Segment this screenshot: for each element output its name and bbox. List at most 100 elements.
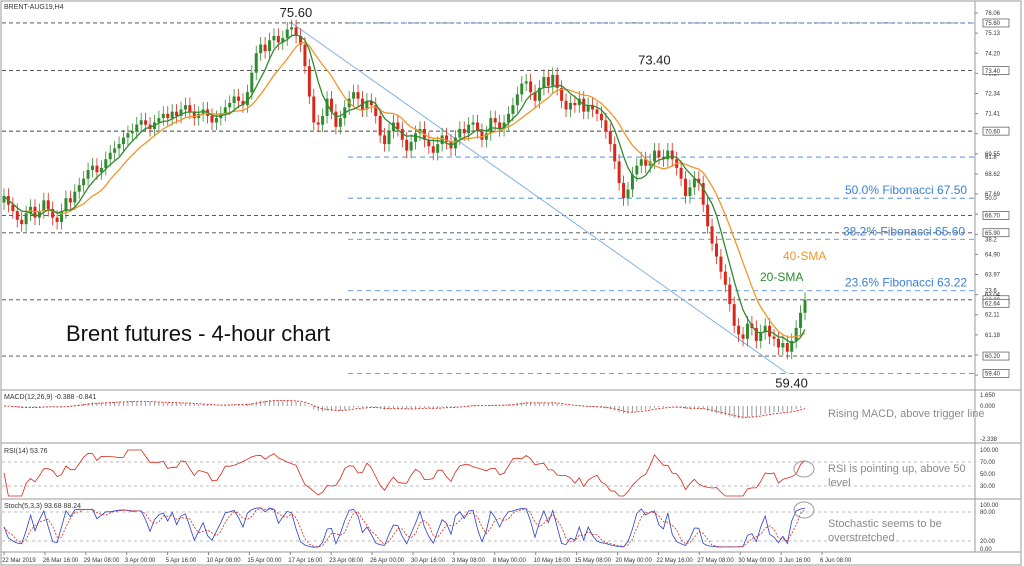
price-tick-8: 68.62 bbox=[985, 172, 1001, 178]
candle-body bbox=[166, 113, 170, 119]
candle-body bbox=[564, 100, 568, 110]
candle-body bbox=[365, 100, 369, 110]
price-tick-2: 74.20 bbox=[985, 51, 1001, 57]
candle-body bbox=[617, 161, 621, 184]
candle-body bbox=[60, 211, 64, 222]
chart-title: Brent futures - 4-hour chart bbox=[66, 321, 330, 346]
price-tag-6: 62.64 bbox=[985, 301, 1001, 307]
candle-body bbox=[551, 74, 555, 86]
candle-body bbox=[108, 152, 112, 160]
stoch-highlight-circle bbox=[793, 501, 815, 519]
candle-body bbox=[799, 312, 803, 328]
price-tick-12: 64.90 bbox=[985, 252, 1001, 258]
candle-body bbox=[276, 35, 280, 43]
candle-body bbox=[113, 148, 117, 153]
candle-body bbox=[772, 336, 776, 339]
candle-body bbox=[369, 100, 373, 106]
price-tick-9: 67.69 bbox=[985, 192, 1001, 198]
candle-body bbox=[790, 340, 794, 352]
candle-body bbox=[232, 96, 236, 103]
price-tag-7: 60.20 bbox=[985, 354, 1001, 360]
candle-body bbox=[285, 29, 289, 39]
candle-body bbox=[745, 323, 749, 339]
candle-body bbox=[732, 304, 736, 326]
candle-body bbox=[520, 83, 524, 95]
price-tag-3: 66.70 bbox=[985, 214, 1001, 220]
price-tick-1: 75.13 bbox=[985, 31, 1001, 37]
candle-body bbox=[91, 165, 95, 171]
candle-body bbox=[714, 243, 718, 257]
candle-body bbox=[537, 87, 541, 101]
candle-body bbox=[82, 178, 86, 186]
candle-body bbox=[657, 150, 661, 158]
candle-body bbox=[117, 144, 121, 149]
candle-body bbox=[445, 135, 449, 142]
stoch-label: Stoch(5,3,3) 93.68 88.24 bbox=[4, 503, 81, 510]
candle-body bbox=[77, 185, 81, 192]
candle-body bbox=[374, 105, 378, 116]
candle-body bbox=[471, 122, 475, 125]
rsi-line bbox=[3, 449, 806, 497]
candle-body bbox=[241, 100, 245, 106]
candle-body bbox=[684, 178, 688, 196]
candle-body bbox=[763, 325, 767, 333]
price-tag-1: 73.40 bbox=[985, 69, 1001, 75]
candle-body bbox=[329, 98, 333, 112]
time-tick-20: 6 Jun 08:00 bbox=[820, 558, 852, 564]
price-tag-box-8 bbox=[982, 369, 1010, 378]
candle-body bbox=[104, 159, 108, 168]
price-tick-7: 69.55 bbox=[985, 152, 1001, 158]
candle-body bbox=[170, 111, 174, 119]
sma40-line bbox=[3, 41, 806, 338]
candle-body bbox=[577, 98, 581, 106]
candle-body bbox=[188, 105, 192, 112]
time-tick-3: 3 Apr 00:00 bbox=[125, 558, 156, 564]
price-tag-box-6 bbox=[982, 298, 1010, 308]
candle-body bbox=[431, 146, 435, 153]
time-tick-19: 3 Jun 16:00 bbox=[779, 558, 811, 564]
candle-body bbox=[436, 144, 440, 153]
candle-body bbox=[661, 157, 665, 160]
candle-body bbox=[555, 74, 559, 88]
candle-body bbox=[639, 159, 643, 166]
candle-body bbox=[626, 189, 630, 199]
candles bbox=[2, 19, 807, 360]
candle-body bbox=[303, 44, 307, 67]
price-tag-box-2 bbox=[982, 126, 1010, 136]
candle-body bbox=[391, 122, 395, 132]
candle-body bbox=[268, 40, 272, 52]
time-axis-ticks: 22 Mar 2019 26 Mar 16:00 29 Mar 08:00 3 Apr… bbox=[2, 552, 852, 564]
price-tick-0: 76.06 bbox=[985, 11, 1001, 17]
candle-body bbox=[135, 124, 139, 132]
stoch-note-line-2: overstretched bbox=[828, 532, 895, 544]
macd-tick-low: -2.338 bbox=[980, 437, 998, 443]
candle-body bbox=[259, 44, 263, 54]
candle-body bbox=[68, 198, 72, 203]
price-tags: 75.6073.4070.6066.7065.9062.8062.6460.20… bbox=[982, 18, 1010, 378]
candle-body bbox=[254, 53, 258, 73]
stoch-tick-80: 80.00 bbox=[980, 510, 996, 516]
rsi-tick-30: 30.00 bbox=[980, 484, 996, 490]
candle-body bbox=[591, 105, 595, 110]
rsi-label: RSI(14) 53.76 bbox=[4, 448, 48, 455]
rsi-note-line-1: RSI is pointing up, above 50 bbox=[828, 463, 966, 475]
candle-body bbox=[653, 150, 657, 162]
candle-body bbox=[183, 105, 187, 110]
price-tag-8: 59.40 bbox=[985, 372, 1001, 378]
peak-label-high: 75.60 bbox=[280, 5, 313, 20]
candle-body bbox=[560, 87, 564, 101]
candle-body bbox=[480, 131, 484, 140]
time-tick-12: 8 May 00:00 bbox=[493, 558, 527, 564]
candle-body bbox=[51, 208, 55, 218]
candle-body bbox=[294, 27, 298, 36]
candle-body bbox=[666, 150, 670, 160]
candle-body bbox=[604, 120, 608, 132]
candle-body bbox=[493, 118, 497, 123]
price-tick-15: 62.11 bbox=[985, 313, 1000, 319]
candle-body bbox=[24, 213, 28, 225]
candle-body bbox=[622, 183, 626, 199]
candle-body bbox=[568, 103, 572, 110]
candle-body bbox=[316, 122, 320, 125]
candle-body bbox=[644, 159, 648, 166]
candle-body bbox=[710, 226, 714, 244]
